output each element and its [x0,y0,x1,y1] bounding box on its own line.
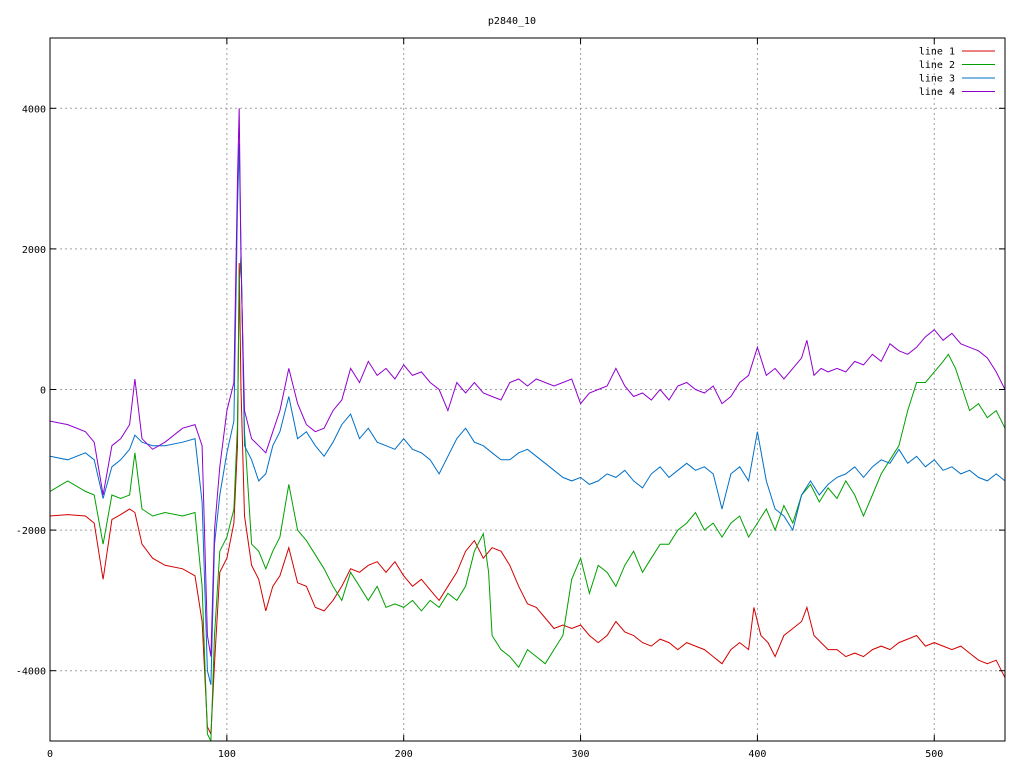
x-tick-label: 200 [395,749,413,760]
legend-label: line 3 [919,74,955,85]
y-tick-label: 2000 [22,245,46,256]
x-tick-label: 400 [748,749,766,760]
y-tick-label: -4000 [16,667,46,678]
grid [50,38,1005,741]
series-line-4 [50,108,1005,657]
x-tick-label: 0 [47,749,53,760]
series-line-1 [50,262,1005,736]
x-tick-label: 100 [218,749,236,760]
y-tick-label: 0 [40,386,46,397]
y-tick-label: 4000 [22,104,46,115]
legend-label: line 2 [919,60,955,71]
x-tick-label: 300 [572,749,590,760]
legend-label: line 4 [919,87,955,98]
series-group [50,108,1005,741]
legend: line 1 line 2 line 3 line 4 [919,47,995,98]
x-tick-label: 500 [925,749,943,760]
series-line-2 [50,255,1005,741]
y-tick-label: -2000 [16,526,46,537]
legend-label: line 1 [919,47,955,58]
x-axis-ticks: 0 100 200 300 400 500 [47,38,943,760]
chart-title: p2840_10 [488,16,536,27]
y-axis-ticks: -4000 -2000 0 2000 4000 [16,104,1005,678]
series-line-3 [50,143,1005,685]
